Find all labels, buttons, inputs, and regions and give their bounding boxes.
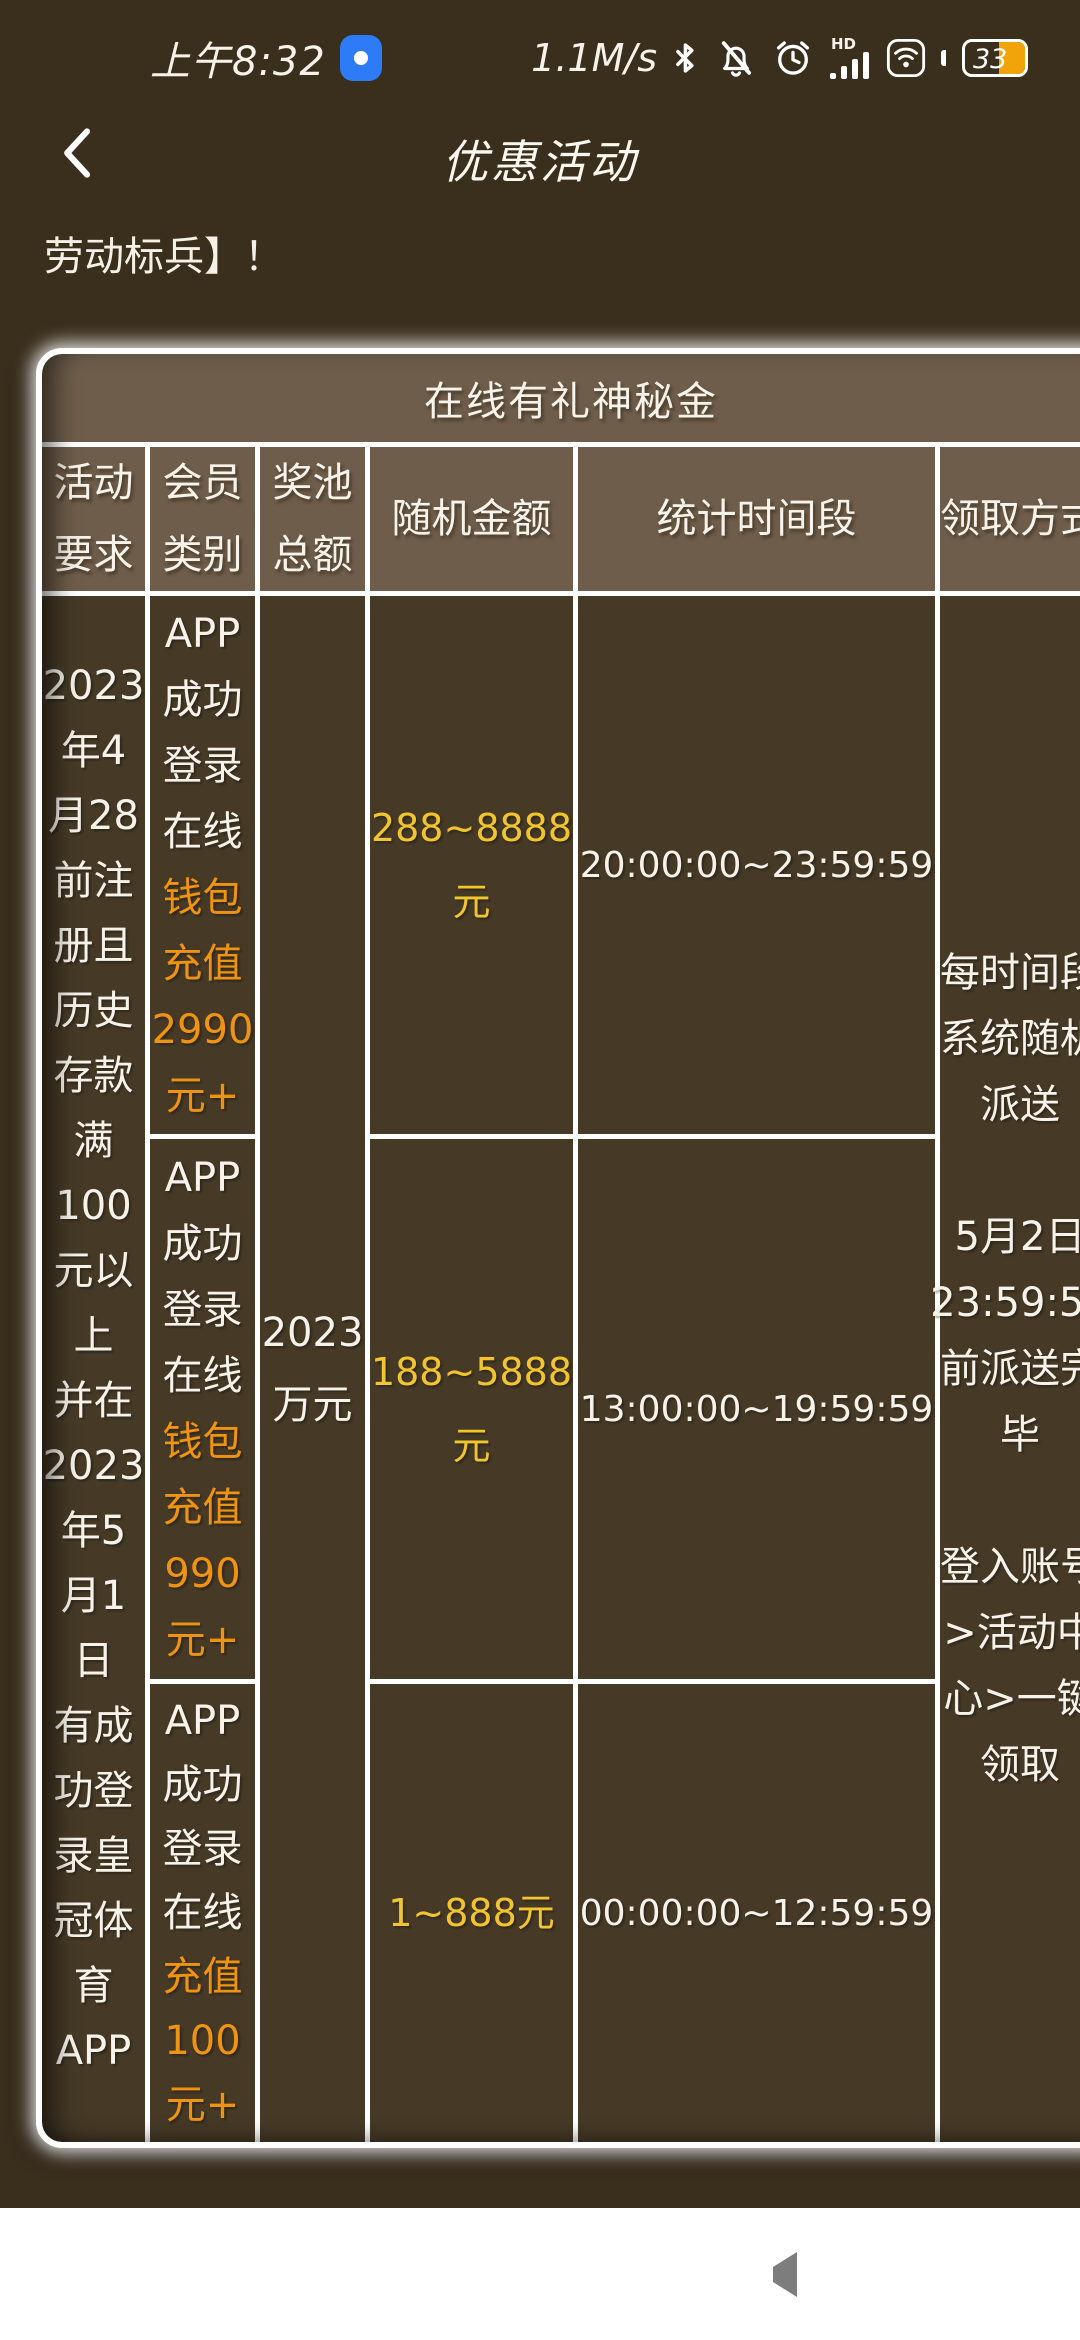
cell-amount-2: 188~5888 元 <box>370 1139 573 1679</box>
cell-signal-icon: HD <box>829 37 871 79</box>
back-triangle-icon <box>773 2251 797 2297</box>
col-header-member: 会员 类别 <box>150 447 255 591</box>
bluetooth-icon <box>672 40 700 76</box>
cell-period-2: 13:00:00~19:59:59 <box>578 1139 935 1679</box>
cell-claim-method: 每时间段 系统随机 派送 5月2日 23:59:59 前派送完 毕 登入账号 >… <box>930 596 1080 2142</box>
battery-icon: 33 <box>962 39 1028 77</box>
col-header-pool: 奖池 总额 <box>260 447 365 591</box>
col-header-period: 统计时间段 <box>578 447 935 591</box>
promo-text-line: 劳动标兵】！ <box>44 234 284 280</box>
col-header-amount: 随机金额 <box>370 447 573 591</box>
app-header: 优惠活动 <box>0 118 1080 189</box>
battery-percent: 33 <box>973 44 1008 75</box>
member-tier-1-login: APP 成功 登录 在线 <box>162 611 243 855</box>
network-speed: 1.1M/s <box>531 36 657 80</box>
mute-bell-icon <box>715 37 757 79</box>
nav-recents-button[interactable] <box>228 2208 348 2340</box>
cell-amount-1: 288~8888 元 <box>370 596 573 1134</box>
alarm-clock-icon <box>772 37 814 79</box>
page-title: 优惠活动 <box>442 135 638 189</box>
cell-amount-3: 1~888元 <box>370 1684 573 2142</box>
member-tier-2-login: APP 成功 登录 在线 <box>162 1155 243 1399</box>
screen-recorder-icon <box>339 35 382 81</box>
member-tier-3-login: APP 成功 登录 在线 <box>162 1698 243 1936</box>
cell-period-3: 00:00:00~12:59:59 <box>578 1684 935 2142</box>
back-button[interactable] <box>58 124 106 182</box>
cell-member-tier-2: APP 成功 登录 在线 钱包 充值 990 元+ <box>150 1139 255 1679</box>
battery-cap <box>941 50 946 66</box>
hotspot-icon <box>886 38 926 78</box>
system-nav-bar <box>0 2208 1080 2340</box>
col-header-claim: 领取方式 <box>940 447 1080 591</box>
cell-member-tier-3: APP 成功 登录 在线 充值 100 元+ <box>150 1684 255 2142</box>
table-title: 在线有礼神秘金 <box>42 354 1080 442</box>
battery-fill <box>999 42 1025 74</box>
cell-member-tier-1: APP 成功 登录 在线 钱包 充值 2990 元+ <box>150 596 255 1134</box>
cell-pool-total: 2023 万元 <box>260 596 365 2142</box>
nav-back-button[interactable] <box>725 2208 845 2340</box>
cell-activity-requirement: 2023 年4 月28 前注 册且 历史 存款 满 100 元以 上 并在 20… <box>42 596 145 2142</box>
back-chevron-icon <box>64 128 91 178</box>
promo-table: 在线有礼神秘金 活动 要求 会员 类别 奖池 总额 随机金额 统计时间段 领取方… <box>36 348 1080 2148</box>
col-header-requirement: 活动 要求 <box>42 447 145 591</box>
status-bar: 上午8:32 1.1M/s <box>0 28 1080 88</box>
nav-home-button[interactable] <box>477 2208 597 2340</box>
member-tier-2-deposit: 钱包 充值 990 元+ <box>162 1419 243 1663</box>
cell-period-1: 20:00:00~23:59:59 <box>578 596 935 1134</box>
status-time: 上午8:32 <box>150 39 326 85</box>
member-tier-1-deposit: 钱包 充值 2990 元+ <box>151 875 254 1119</box>
hd-label: HD <box>831 35 857 53</box>
member-tier-3-deposit: 充值 100 元+ <box>162 1954 243 2128</box>
